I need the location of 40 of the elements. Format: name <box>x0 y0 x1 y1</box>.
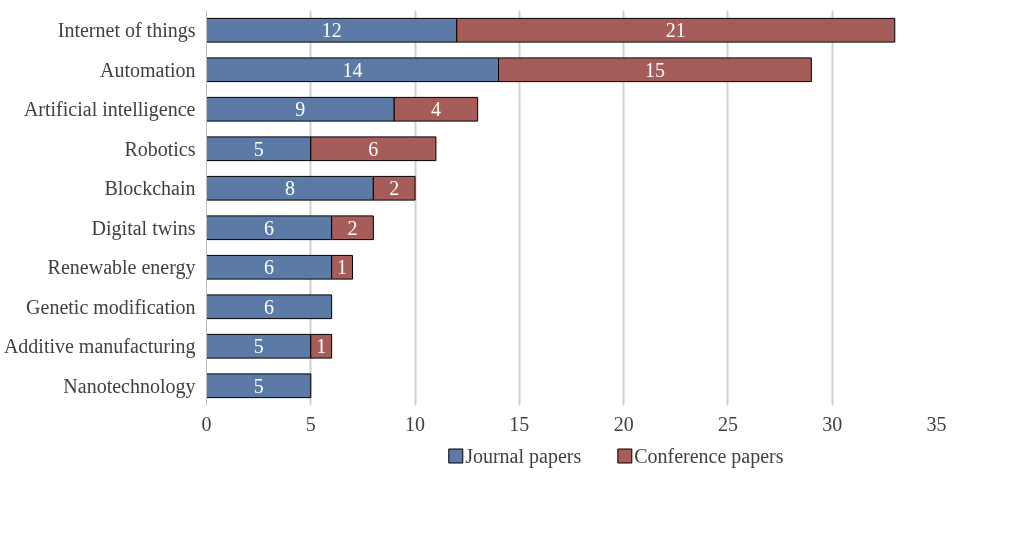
data-label: 2 <box>347 216 358 239</box>
data-label: 14 <box>342 58 363 81</box>
x-tick-label: 30 <box>822 412 843 435</box>
x-tick-label: 20 <box>613 412 634 435</box>
y-tick-label: Blockchain <box>104 177 196 200</box>
data-label: 1 <box>337 256 348 279</box>
data-label: 5 <box>253 335 264 358</box>
data-label: 9 <box>295 98 306 121</box>
y-tick-label: Robotics <box>124 137 196 160</box>
data-label: 5 <box>253 374 264 397</box>
y-tick-label: Artificial intelligence <box>23 98 196 122</box>
data-label: 6 <box>264 216 275 239</box>
y-tick-label: Automation <box>99 58 196 81</box>
data-label: 6 <box>264 256 275 279</box>
legend-label: Conference papers <box>634 445 784 468</box>
data-label: 2 <box>389 177 400 200</box>
x-tick-label: 10 <box>405 412 426 435</box>
y-tick-label: Nanotechnology <box>63 374 196 398</box>
data-label: 8 <box>284 177 295 200</box>
bar <box>206 373 312 399</box>
data-label: 21 <box>665 19 686 42</box>
y-tick-label: Additive manufacturing <box>3 335 196 359</box>
x-tick-label: 35 <box>926 412 947 435</box>
data-label: 15 <box>644 58 665 81</box>
data-label: 6 <box>264 295 275 318</box>
bar <box>206 294 333 320</box>
x-tick-label: 5 <box>305 412 316 435</box>
y-tick-label: Internet of things <box>57 19 196 43</box>
data-label: 1 <box>316 335 327 358</box>
y-tick-label: Renewable energy <box>47 256 196 280</box>
data-label: 12 <box>321 19 342 42</box>
y-tick-label: Genetic modification <box>26 295 196 318</box>
data-label: 6 <box>368 137 379 160</box>
x-tick-label: 0 <box>201 412 212 435</box>
legend-label: Journal papers <box>465 445 582 468</box>
x-tick-label: 25 <box>717 412 738 435</box>
data-label: 5 <box>253 137 264 160</box>
data-label: 4 <box>430 98 441 121</box>
x-tick-label: 15 <box>509 412 530 435</box>
y-tick-label: Digital twins <box>91 216 196 240</box>
